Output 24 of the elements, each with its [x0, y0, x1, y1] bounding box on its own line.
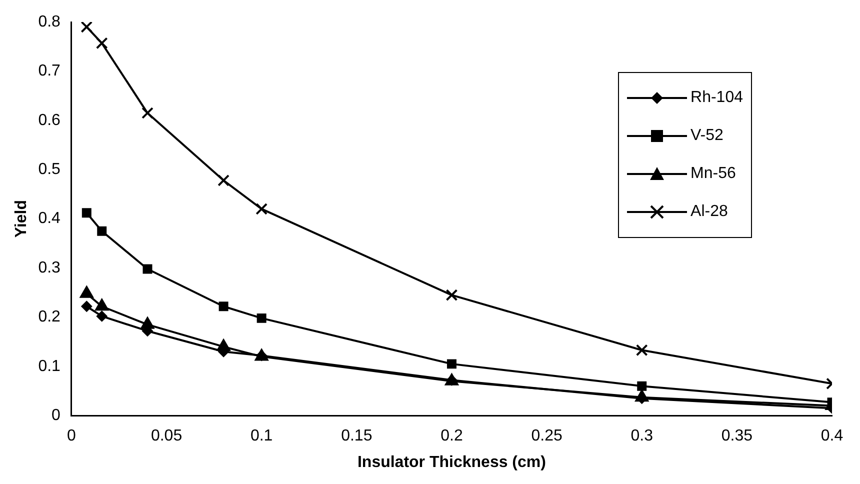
y-tick-label: 0.1 [38, 358, 61, 375]
x-tick-label: 0.3 [630, 428, 654, 445]
y-tick-label: 0 [52, 407, 61, 424]
legend-label: Al-28 [690, 203, 728, 221]
x-tick-label: 0.05 [150, 428, 182, 445]
y-tick-label: 0.5 [38, 161, 61, 178]
x-tick-label: 0 [66, 428, 76, 445]
y-tick-label: 0.4 [38, 210, 61, 228]
y-tick-label: 0.6 [38, 112, 61, 129]
legend-label: Rh-104 [690, 89, 743, 107]
x-tick-label: 0.2 [440, 428, 463, 445]
x-tick-label: 0.35 [721, 428, 753, 445]
y-tick-label: 0.7 [38, 62, 61, 80]
y-tick-label: 0.2 [38, 308, 61, 326]
y-axis-title: Yield [13, 200, 30, 238]
x-tick-label: 0.15 [341, 428, 372, 445]
y-tick-label: 0.8 [38, 13, 61, 30]
x-tick-label: 0.25 [531, 428, 562, 445]
y-tick-label: 0.3 [38, 259, 61, 276]
x-axis-title: Insulator Thickness (cm) [357, 454, 546, 471]
legend-label: Mn-56 [690, 165, 736, 183]
legend-label: V-52 [690, 127, 724, 145]
x-tick-label: 0.1 [250, 428, 273, 445]
x-tick-label: 0.4 [820, 428, 844, 445]
